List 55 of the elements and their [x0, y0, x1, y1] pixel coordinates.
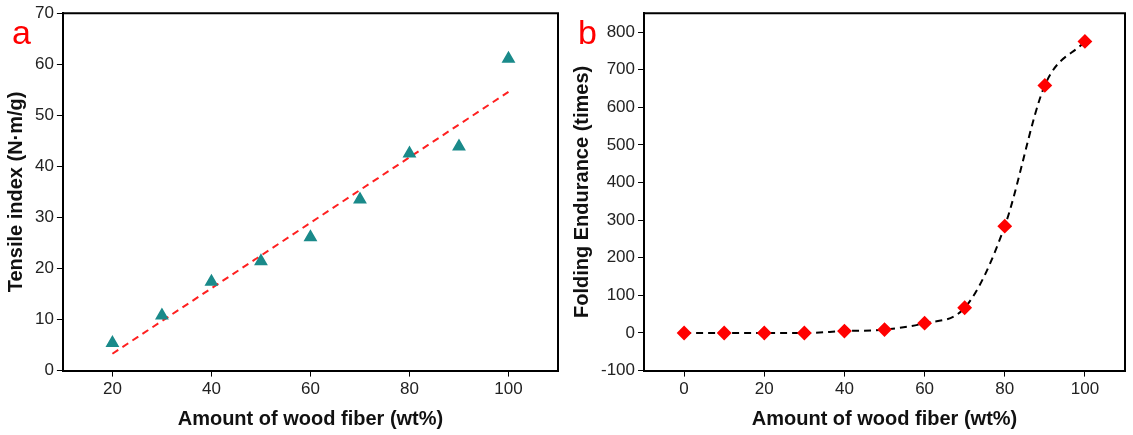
x-tick-label: 80: [400, 379, 419, 399]
x-axis-title: Amount of wood fiber (wt%): [751, 406, 1018, 429]
y-tick-label: 0: [44, 360, 54, 380]
text: a: [12, 13, 31, 52]
y-tick-label: 20: [34, 258, 54, 278]
point: [304, 230, 317, 242]
point: [254, 254, 268, 266]
point: [917, 316, 932, 331]
y-tick-label: 60: [34, 53, 54, 73]
y-tick-label: 400: [606, 172, 636, 192]
y-tick-label: 10: [34, 309, 54, 329]
point: [155, 308, 169, 320]
y-axis-title: Folding Endurance (times): [569, 65, 592, 319]
point: [677, 325, 692, 340]
y-tick-label: 40: [34, 156, 54, 176]
point: [757, 325, 772, 340]
y-tick-label: 700: [606, 59, 636, 79]
point: [106, 336, 119, 348]
point: [997, 219, 1012, 234]
y-tick-label: 600: [606, 96, 636, 116]
point: [205, 274, 218, 286]
x-tick-label: 40: [201, 379, 221, 399]
x-tick-label: 40: [834, 379, 854, 399]
point: [957, 300, 972, 315]
x-tick-label: 20: [754, 379, 774, 399]
y-tick-label: 0: [625, 322, 636, 342]
text: b: [578, 13, 597, 52]
x-tick-label: 80: [995, 379, 1015, 399]
y-tick-label: 200: [606, 247, 636, 267]
point: [837, 324, 852, 339]
point: [717, 325, 732, 340]
y-tick-label: 100: [606, 285, 636, 305]
x-axis-title: Amount of wood fiber (wt%): [177, 406, 444, 429]
point: [1037, 78, 1052, 93]
y-tick-label: 30: [34, 207, 54, 227]
y-tick-label: 500: [606, 134, 636, 154]
point: [797, 325, 812, 340]
x-tick-label: 100: [494, 379, 523, 399]
point: [877, 322, 892, 337]
point: [353, 192, 367, 204]
point: [1077, 34, 1092, 49]
x-tick-label: 0: [679, 379, 689, 399]
point: [452, 139, 466, 151]
x-tick-label: 20: [102, 379, 122, 399]
point: [502, 51, 515, 63]
y-axis-title: Tensile index (N·m/g): [3, 91, 26, 293]
y-tick-label: 70: [34, 2, 54, 22]
y-tick-label: 300: [606, 209, 636, 229]
y-tick-label: 50: [34, 105, 54, 124]
x-tick-label: 100: [1070, 379, 1100, 399]
y-tick-label: 800: [606, 21, 636, 41]
x-tick-label: 60: [300, 379, 320, 399]
y-tick-label: -100: [600, 360, 636, 380]
x-tick-label: 60: [915, 379, 935, 399]
point: [403, 146, 416, 158]
